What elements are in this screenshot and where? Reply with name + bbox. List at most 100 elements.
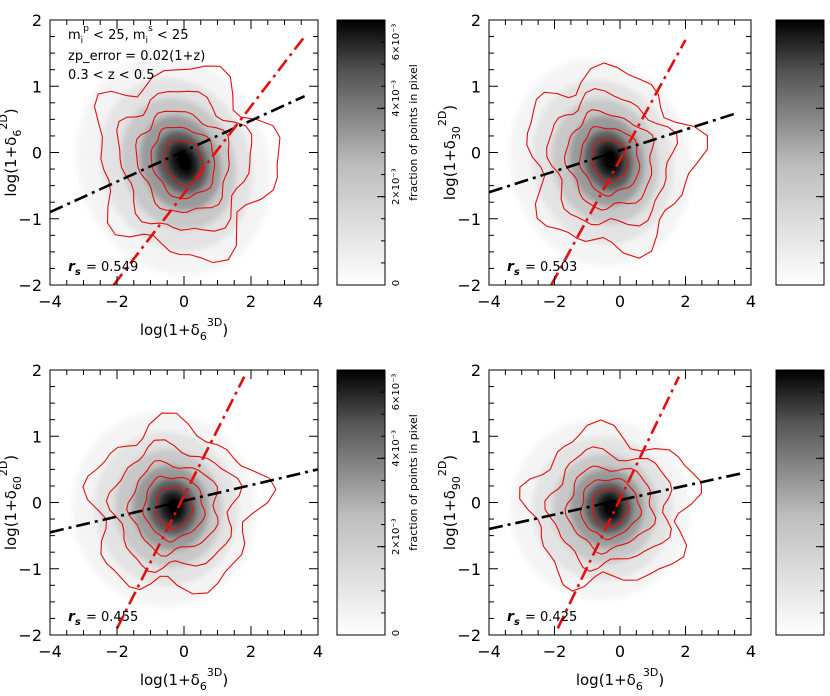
x-tick-label: −2 <box>543 292 567 311</box>
y-tick-label: −2 <box>457 626 481 645</box>
x-axis-label: log(1+δ63D)log(1+δ₆³ᴰ) <box>140 666 228 693</box>
contour-3 <box>564 465 657 555</box>
density-heatmap <box>72 411 256 607</box>
x-tick-label: 2 <box>680 292 690 311</box>
contour-4 <box>579 477 643 541</box>
spearman-rs-label: rsr_s <box>507 609 520 628</box>
x-tick-label: 2 <box>680 642 690 661</box>
plot-area <box>489 39 739 285</box>
x-tick-label: 0 <box>179 642 189 661</box>
x-tick-label: −4 <box>38 292 62 311</box>
contour-group <box>93 65 281 264</box>
x-tick-label: −4 <box>477 292 501 311</box>
x-axis-label: log(1+δ63D)log(1+δ₆³ᴰ) <box>576 666 664 693</box>
colorbar-tick-label: 6×10⁻³ <box>391 374 402 411</box>
panels-layer: −4 −2 0 2 4−2−1012log(1+δ62D)log(1+δ₆²ᴰ)log(… <box>0 11 825 693</box>
x-axis-label: log(1+δ63D)log(1+δ₆³ᴰ) <box>140 316 228 343</box>
y-tick-label: 1 <box>32 427 42 446</box>
y-tick-label: 0 <box>471 144 481 163</box>
y-tick-label: −2 <box>18 626 42 645</box>
plot-area <box>50 376 318 629</box>
spearman-rs-value: = 0.455 <box>86 610 138 625</box>
y-tick-label: 1 <box>471 427 481 446</box>
y-tick-label: 1 <box>32 77 42 96</box>
y-tick-label: 0 <box>32 494 42 513</box>
contour-3 <box>135 110 230 214</box>
x-tick-label: 0 <box>179 292 189 311</box>
spearman-rs-label: rsr_s <box>68 609 81 628</box>
x-tick-label: −4 <box>477 642 501 661</box>
density-level-7 <box>174 149 194 175</box>
x-tick-label: 4 <box>313 292 323 311</box>
colorbar-tick-label: 4×10⁻³ <box>391 80 402 117</box>
colorbar <box>775 19 825 286</box>
panel-1: −4 −2 0 2 4−2−1012log(1+δ62D)log(1+δ₆²ᴰ)log(… <box>0 11 420 343</box>
colorbar <box>775 369 825 636</box>
density-level-7 <box>601 147 620 172</box>
black-fit-line <box>50 95 306 214</box>
y-tick-label: 0 <box>32 144 42 163</box>
red-fit-line <box>112 35 306 285</box>
contour-5 <box>155 486 194 530</box>
contour-1 <box>526 62 708 259</box>
black-fit-line <box>489 471 745 531</box>
contour-2 <box>544 446 673 572</box>
contour-5 <box>591 138 629 184</box>
y-axis-label: log(1+δ62D)log(1+δ₆²ᴰ) <box>0 108 24 196</box>
contour-5 <box>163 139 204 187</box>
panel-3: −4 −2 0 2 4−2−1012log(1+δ602D)log(1+δ₆₀²ᴰ)lo… <box>0 361 420 693</box>
colorbar-label: fraction of points in pixel <box>407 414 420 551</box>
y-tick-label: 0 <box>471 494 481 513</box>
x-tick-label: −2 <box>105 642 129 661</box>
spearman-rs-value: = 0.503 <box>525 260 577 275</box>
density-heatmap <box>76 56 272 276</box>
contour-group <box>519 419 703 592</box>
x-tick-label: −4 <box>38 642 62 661</box>
colorbar <box>336 19 386 286</box>
y-tick-label: −1 <box>457 560 481 579</box>
y-tick-label: 2 <box>471 361 481 380</box>
red-fit-line <box>556 376 681 629</box>
x-tick-label: 0 <box>615 642 625 661</box>
red-fit-line <box>115 376 246 629</box>
plot-area <box>50 35 306 285</box>
x-tick-label: 2 <box>246 642 256 661</box>
spearman-rs-label: rsr_s <box>68 259 81 278</box>
x-tick-label: −2 <box>543 642 567 661</box>
y-tick-label: −2 <box>457 276 481 295</box>
panel-2: −4 −2 0 2 4−2−1012log(1+δ302D)log(1+δ₃₀²ᴰ)rs… <box>436 11 825 311</box>
colorbar-tick-label: 4×10⁻³ <box>391 430 402 467</box>
panel-4: −4 −2 0 2 4−2−1012log(1+δ902D)log(1+δ₉₀²ᴰ)lo… <box>436 361 825 693</box>
x-tick-label: 2 <box>246 292 256 311</box>
colorbar-tick-label: 0 <box>391 630 402 636</box>
colorbar-tick-label: 2×10⁻³ <box>391 168 402 205</box>
y-tick-label: 1 <box>471 77 481 96</box>
y-axis-label: log(1+δ602D)log(1+δ₆₀²ᴰ) <box>0 455 24 550</box>
x-tick-label: 4 <box>313 642 323 661</box>
plot-area <box>489 376 745 629</box>
y-tick-label: 2 <box>471 11 481 30</box>
colorbar-tick-label: 6×10⁻³ <box>391 24 402 61</box>
x-tick-label: 4 <box>746 292 756 311</box>
contour-group <box>526 62 708 259</box>
black-fit-line <box>50 468 318 534</box>
contour-4 <box>578 125 641 197</box>
contour-2 <box>546 87 679 227</box>
contour-2 <box>116 90 253 232</box>
y-axis-label: log(1+δ302D)log(1+δ₃₀²ᴰ) <box>436 105 463 200</box>
y-tick-label: −1 <box>18 210 42 229</box>
spearman-rs-value: = 0.425 <box>525 610 577 625</box>
x-tick-label: −2 <box>105 292 129 311</box>
x-tick-label: 0 <box>615 292 625 311</box>
contour-3 <box>126 459 219 557</box>
colorbar-label: fraction of points in pixel <box>407 64 420 201</box>
contour-4 <box>150 126 216 200</box>
annotation-redshift-range: 0.3 < z < 0.5 <box>68 68 155 83</box>
contour-1 <box>93 65 281 264</box>
y-tick-label: 2 <box>32 361 42 380</box>
annotation-magnitude-cut: mip < 25, mis < 25m_i^p < 25, m_i^s < 25 <box>68 24 188 46</box>
contour-1 <box>519 419 703 592</box>
y-tick-label: −2 <box>18 276 42 295</box>
spearman-rs-label: rsr_s <box>507 259 520 278</box>
